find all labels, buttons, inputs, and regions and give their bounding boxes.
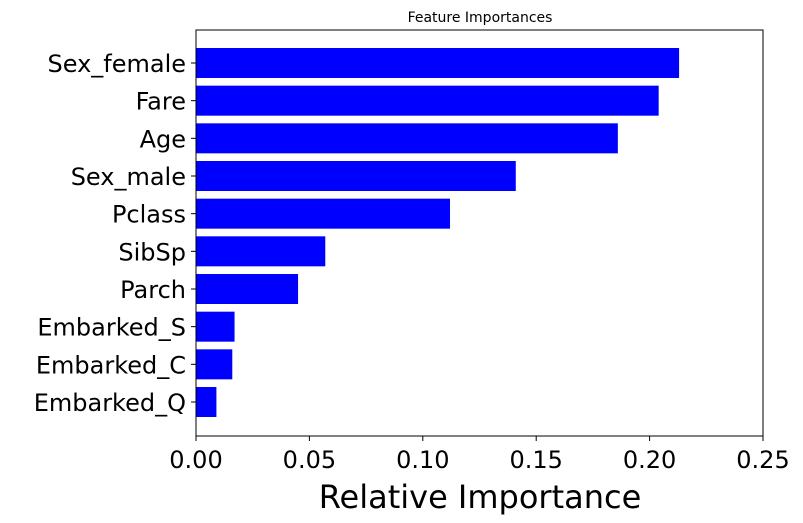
bar-age: [196, 123, 618, 154]
y-tick-label: Fare: [136, 88, 186, 116]
y-tick-label: SibSp: [118, 238, 186, 266]
x-tick-labels: 0.00 0.05 0.10 0.15 0.20 0.25: [169, 436, 790, 474]
y-tick-label: Sex_female: [47, 50, 186, 78]
bar-embarked-c: [196, 349, 233, 380]
bar-embarked-s: [196, 311, 235, 342]
x-tick-label: 0.25: [736, 446, 789, 474]
y-tick-label: Embarked_S: [37, 314, 186, 342]
y-tick-labels: Sex_female Fare Age Sex_male Pclass SibSp Parc…: [34, 50, 196, 417]
bar-embarked-q: [196, 387, 217, 417]
x-tick-label: 0.00: [169, 446, 222, 474]
x-axis-label: Relative Importance: [319, 478, 642, 516]
bar-sibsp: [196, 236, 326, 267]
y-tick-label: Age: [140, 125, 186, 153]
x-tick-label: 0.15: [509, 446, 562, 474]
y-tick-label: Embarked_Q: [34, 389, 186, 417]
bar-pclass: [196, 198, 451, 229]
bar-fare: [196, 85, 659, 116]
y-tick-label: Pclass: [112, 201, 186, 229]
y-tick-label: Sex_male: [71, 163, 186, 191]
bar-sex-female: [196, 48, 680, 78]
bar-parch: [196, 274, 299, 304]
chart-title: Feature Importances: [408, 10, 553, 26]
y-tick-label: Parch: [120, 276, 186, 304]
plot-frame: [195, 29, 764, 437]
x-tick-label: 0.20: [623, 446, 676, 474]
x-tick-label: 0.10: [396, 446, 449, 474]
bar-sex-male: [196, 161, 516, 191]
bars-group: [196, 48, 680, 417]
x-tick-label: 0.05: [283, 446, 336, 474]
y-tick-label: Embarked_C: [36, 351, 186, 379]
